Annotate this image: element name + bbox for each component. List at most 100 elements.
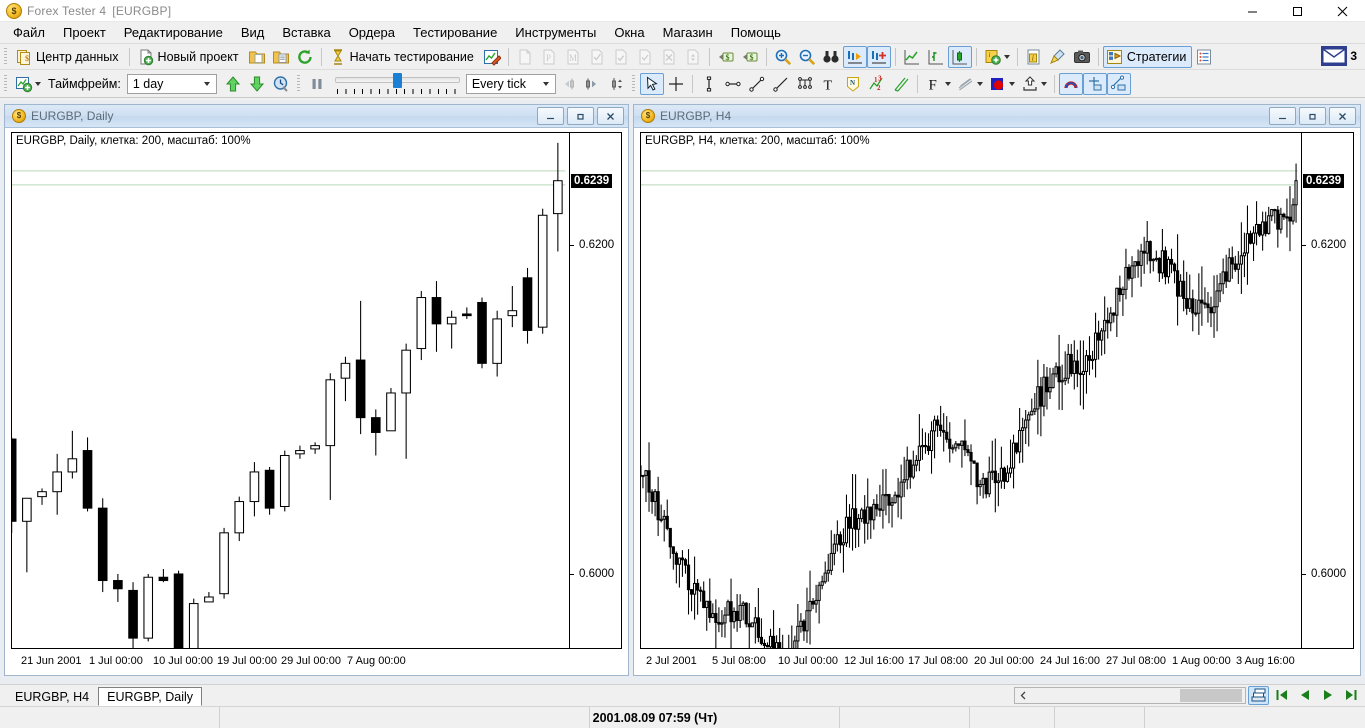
new-chart-button[interactable] bbox=[12, 73, 44, 95]
speed-slider[interactable] bbox=[334, 72, 460, 96]
clear-chart-button[interactable] bbox=[1046, 46, 1070, 68]
zoom-out-button[interactable] bbox=[795, 46, 819, 68]
ray-line-button[interactable] bbox=[769, 73, 793, 95]
window-tab-daily[interactable]: EURGBP, Daily bbox=[98, 687, 203, 706]
strategy-list-button[interactable] bbox=[1192, 46, 1216, 68]
step-size-button[interactable] bbox=[604, 73, 628, 95]
screenshot-button[interactable] bbox=[1070, 46, 1094, 68]
menu-orders[interactable]: Ордера bbox=[348, 25, 396, 40]
sell-money-button[interactable]: $ bbox=[738, 46, 762, 68]
chevron-down-icon[interactable] bbox=[1003, 54, 1010, 59]
strategies-button[interactable]: Стратегии bbox=[1102, 45, 1193, 68]
chevron-down-icon[interactable] bbox=[1040, 81, 1047, 86]
snap-to-grid-button[interactable] bbox=[1082, 72, 1107, 95]
chart-maximize-button[interactable] bbox=[1299, 107, 1326, 125]
toolbar-grip[interactable] bbox=[295, 74, 303, 93]
find-button[interactable] bbox=[819, 46, 843, 68]
chart-info-button[interactable]: i bbox=[1022, 46, 1046, 68]
scrollbar-thumb[interactable] bbox=[1180, 688, 1242, 702]
modify-order-button[interactable] bbox=[633, 46, 657, 68]
timeframe-select[interactable]: 1 day bbox=[126, 73, 217, 94]
crosshair-tool-button[interactable] bbox=[664, 73, 688, 95]
menu-tools[interactable]: Инструменты bbox=[515, 25, 597, 40]
chart-scrollbar[interactable] bbox=[1014, 686, 1246, 704]
menu-insert[interactable]: Вставка bbox=[282, 25, 331, 40]
candlestick-chart-button[interactable] bbox=[947, 45, 972, 68]
chart-window-title-bar[interactable]: EURGBP, H4 bbox=[634, 105, 1360, 128]
cursor-tool-button[interactable] bbox=[639, 72, 664, 95]
chart-window-daily[interactable]: EURGBP, Daily EURGBP, Daily, клетка: 200… bbox=[4, 104, 629, 676]
tick-mode-select[interactable]: Every tick bbox=[465, 73, 556, 94]
goto-start-button[interactable] bbox=[1271, 686, 1292, 705]
chart-shift-button[interactable] bbox=[866, 45, 891, 68]
chart-close-button[interactable] bbox=[597, 107, 624, 125]
open-project-button[interactable] bbox=[245, 46, 269, 68]
pitchfork-button[interactable] bbox=[793, 73, 817, 95]
goto-end-button[interactable] bbox=[1340, 686, 1361, 705]
zoom-in-button[interactable] bbox=[771, 46, 795, 68]
horizontal-line-button[interactable] bbox=[721, 73, 745, 95]
export-button[interactable] bbox=[1018, 73, 1050, 95]
chart-plot-daily[interactable]: EURGBP, Daily, клетка: 200, масштаб: 100… bbox=[11, 132, 622, 649]
menu-file[interactable]: Файл bbox=[13, 25, 45, 40]
pending-order-button[interactable]: P bbox=[537, 46, 561, 68]
edit-strategy-button[interactable] bbox=[480, 46, 504, 68]
toolbar-grip[interactable] bbox=[630, 74, 638, 93]
menu-windows[interactable]: Окна bbox=[614, 25, 645, 40]
chevron-down-icon[interactable] bbox=[1008, 81, 1015, 86]
price-axis-h4[interactable]: 0.6200 0.6000 0.6239 bbox=[1301, 133, 1353, 648]
chevron-down-icon[interactable] bbox=[944, 81, 951, 86]
scroll-left-button[interactable] bbox=[1015, 688, 1032, 703]
note-tool-button[interactable]: N bbox=[841, 73, 865, 95]
buy-money-button[interactable]: $ bbox=[714, 46, 738, 68]
chart-plot-h4[interactable]: EURGBP, H4, клетка: 200, масштаб: 100% 0… bbox=[640, 132, 1354, 649]
align-windows-button[interactable] bbox=[1248, 685, 1269, 705]
chart-close-button[interactable] bbox=[1329, 107, 1356, 125]
vertical-line-button[interactable] bbox=[697, 73, 721, 95]
line-chart-button[interactable] bbox=[900, 46, 924, 68]
font-button[interactable]: F bbox=[922, 73, 954, 95]
chart-maximize-button[interactable] bbox=[567, 107, 594, 125]
menu-view[interactable]: Вид bbox=[240, 25, 265, 40]
confirm-order-button[interactable] bbox=[585, 46, 609, 68]
market-order-button[interactable]: M bbox=[561, 46, 585, 68]
menu-edit[interactable]: Редактирование bbox=[123, 25, 223, 40]
line-style-button[interactable] bbox=[954, 73, 986, 95]
refresh-button[interactable] bbox=[293, 46, 317, 68]
pause-button[interactable] bbox=[305, 73, 329, 95]
chevron-down-icon[interactable] bbox=[35, 81, 41, 86]
timeframe-up-button[interactable] bbox=[221, 73, 245, 95]
color-picker-button[interactable] bbox=[986, 73, 1018, 95]
order-list-button[interactable] bbox=[681, 46, 705, 68]
chart-minimize-button[interactable] bbox=[537, 107, 564, 125]
text-tool-button[interactable]: T bbox=[817, 73, 841, 95]
chevron-down-icon[interactable] bbox=[538, 75, 554, 93]
trendline-button[interactable] bbox=[745, 73, 769, 95]
slider-thumb[interactable] bbox=[392, 72, 402, 88]
chevron-down-icon[interactable] bbox=[199, 75, 215, 93]
step-back-button[interactable] bbox=[556, 73, 580, 95]
maximize-button[interactable] bbox=[1275, 0, 1320, 22]
channel-button[interactable] bbox=[889, 73, 913, 95]
chart-window-title-bar[interactable]: EURGBP, Daily bbox=[5, 105, 628, 128]
auto-scroll-button[interactable] bbox=[842, 45, 867, 68]
menu-testing[interactable]: Тестирование bbox=[413, 25, 498, 40]
step-forward-nav-button[interactable] bbox=[1317, 686, 1338, 705]
scrollbar-track[interactable] bbox=[1032, 688, 1242, 703]
magnet-button[interactable] bbox=[1058, 72, 1083, 95]
menu-project[interactable]: Проект bbox=[62, 25, 106, 40]
step-forward-button[interactable] bbox=[580, 73, 604, 95]
start-testing-button[interactable]: Начать тестирование bbox=[326, 46, 480, 68]
menu-help[interactable]: Помощь bbox=[730, 25, 781, 40]
minimize-button[interactable] bbox=[1230, 0, 1275, 22]
mail-area[interactable]: 3 bbox=[1321, 46, 1357, 66]
new-project-button[interactable]: Новый проект bbox=[134, 46, 245, 68]
time-settings-button[interactable] bbox=[269, 73, 293, 95]
step-back-nav-button[interactable] bbox=[1294, 686, 1315, 705]
bar-chart-button[interactable] bbox=[924, 46, 948, 68]
menu-shop[interactable]: Магазин bbox=[662, 25, 713, 40]
chevron-down-icon[interactable] bbox=[976, 81, 983, 86]
toolbar-grip[interactable] bbox=[3, 74, 10, 93]
add-indicator-button[interactable]: i bbox=[981, 46, 1013, 68]
toolbar-grip[interactable] bbox=[3, 47, 10, 66]
